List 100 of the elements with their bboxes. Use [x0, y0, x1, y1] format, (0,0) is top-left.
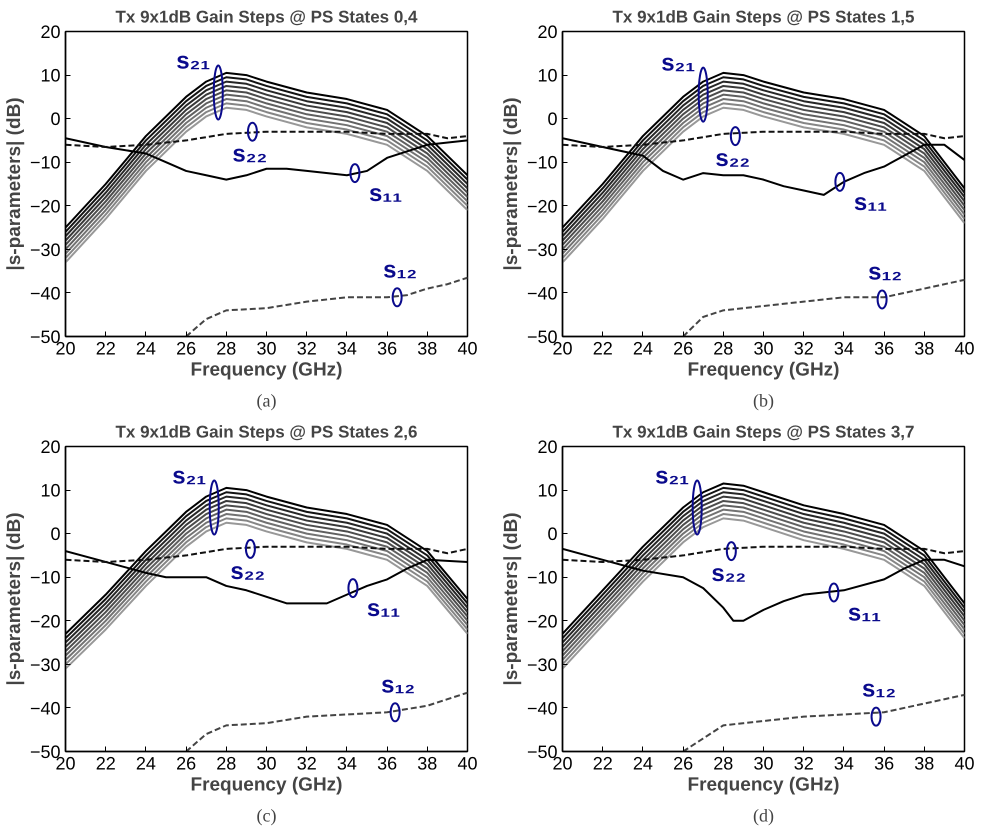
x-tick-label: 32: [296, 754, 317, 774]
x-tick-label: 34: [834, 338, 854, 358]
x-tick-label: 30: [753, 338, 774, 358]
text: (b): [753, 390, 774, 410]
x-tick-label: 22: [592, 338, 613, 358]
y-tick-label: −30: [526, 654, 558, 675]
y-tick-label: −40: [30, 698, 61, 718]
y-axis-title: |s-parameters| (dB): [500, 512, 522, 686]
x-tick-label: 40: [954, 754, 975, 774]
x-tick-label: 34: [336, 338, 357, 358]
annotation: s₁₂: [868, 258, 902, 286]
y-tick-label: 0: [50, 109, 61, 130]
y-tick-label: −10: [526, 152, 558, 173]
annotation: s₁₁: [366, 595, 400, 622]
x-tick-label: 34: [336, 754, 357, 774]
annotation: s₁₁: [854, 188, 888, 216]
x-tick-label: 36: [874, 338, 894, 358]
x-tick-label: 38: [417, 754, 438, 774]
x-axis-title: Frequency (GHz): [687, 774, 840, 796]
annotation: s₂₂: [230, 558, 266, 585]
y-tick-label: −20: [526, 196, 558, 216]
x-tick-label: 38: [417, 338, 438, 358]
x-tick-label: 22: [592, 754, 613, 774]
x-tick-label: 26: [673, 338, 694, 358]
x-tick-label: 32: [794, 338, 814, 358]
x-tick-label: 24: [632, 338, 653, 358]
y-tick-label: −20: [526, 611, 558, 632]
x-tick-label: 26: [673, 754, 694, 774]
y-tick-label: 0: [547, 109, 558, 130]
annotation: s₂₂: [711, 560, 746, 588]
annotation: s₁₂: [381, 671, 416, 698]
annotation: s₁₁: [848, 599, 882, 626]
x-tick-label: 22: [96, 754, 116, 774]
annotation: s₂₂: [715, 145, 750, 172]
x-tick-label: 40: [457, 754, 478, 774]
y-tick-label: −20: [30, 196, 61, 216]
y-tick-label: −10: [30, 152, 61, 173]
y-tick-label: 10: [40, 66, 61, 86]
y-tick-label: 10: [537, 66, 558, 86]
x-tick-label: 28: [216, 754, 236, 774]
annotation: s₂₁: [661, 50, 696, 77]
y-tick-label: −10: [30, 568, 61, 588]
annotation: s₂₁: [172, 462, 206, 490]
x-tick-label: 24: [632, 754, 653, 774]
x-tick-label: 24: [136, 338, 156, 358]
x-tick-label: 26: [176, 754, 196, 774]
x-tick-label: 38: [914, 338, 934, 358]
text: (c): [256, 806, 276, 826]
x-tick-label: 28: [216, 338, 236, 358]
annotation: s₁₂: [383, 256, 418, 284]
annotation: s₁₂: [862, 676, 896, 703]
annotation: s₂₁: [655, 462, 690, 490]
text: (d): [753, 806, 774, 826]
x-tick-label: 32: [794, 754, 814, 774]
x-tick-label: 30: [256, 338, 277, 358]
x-tick-label: 24: [136, 754, 156, 774]
x-tick-label: 22: [96, 338, 116, 358]
chart-title: Tx 9x1dB Gain Steps @ PS States 2,6: [116, 422, 418, 442]
chart-title: Tx 9x1dB Gain Steps @ PS States 1,5: [612, 8, 914, 26]
y-tick-label: 10: [40, 480, 61, 501]
y-tick-label: −40: [526, 283, 558, 304]
y-axis-title: |s-parameters| (dB): [4, 512, 25, 686]
x-tick-label: 34: [834, 754, 854, 774]
x-tick-label: 28: [713, 754, 734, 774]
x-tick-label: 26: [176, 338, 196, 358]
y-tick-label: −20: [30, 611, 61, 632]
x-axis-title: Frequency (GHz): [190, 774, 343, 796]
y-tick-label: −30: [30, 240, 61, 260]
x-tick-label: 30: [256, 754, 277, 774]
y-tick-label: 0: [50, 524, 61, 544]
x-tick-label: 36: [874, 754, 894, 774]
annotation: s₂₁: [176, 48, 210, 74]
annotation: s₁₁: [368, 180, 402, 208]
y-tick-label: 0: [547, 524, 558, 544]
y-tick-label: −40: [30, 283, 61, 304]
x-tick-label: 32: [296, 338, 317, 358]
y-tick-label: 20: [537, 437, 558, 457]
y-axis-title: |s-parameters| (dB): [4, 97, 25, 271]
x-axis-title: Frequency (GHz): [190, 360, 343, 380]
x-tick-label: 40: [954, 338, 975, 358]
y-tick-label: −40: [526, 698, 558, 718]
y-tick-label: 20: [40, 437, 61, 457]
y-tick-label: 20: [40, 22, 61, 42]
y-tick-label: 20: [537, 22, 558, 42]
x-tick-label: 28: [713, 338, 734, 358]
y-axis-title: |s-parameters| (dB): [500, 97, 522, 271]
y-tick-label: 10: [537, 480, 558, 501]
y-tick-label: −30: [526, 240, 558, 260]
x-axis-title: Frequency (GHz): [687, 360, 840, 380]
annotation: s₂₂: [232, 140, 268, 168]
x-tick-label: 40: [457, 338, 478, 358]
x-tick-label: 30: [753, 754, 774, 774]
chart-title: Tx 9x1dB Gain Steps @ PS States 0,4: [116, 8, 418, 26]
y-tick-label: −10: [526, 568, 558, 588]
y-tick-label: −30: [30, 654, 61, 675]
text: (a): [256, 390, 276, 410]
x-tick-label: 36: [377, 754, 398, 774]
x-tick-label: 38: [914, 754, 934, 774]
chart-title: Tx 9x1dB Gain Steps @ PS States 3,7: [612, 422, 914, 442]
x-tick-label: 36: [377, 338, 398, 358]
